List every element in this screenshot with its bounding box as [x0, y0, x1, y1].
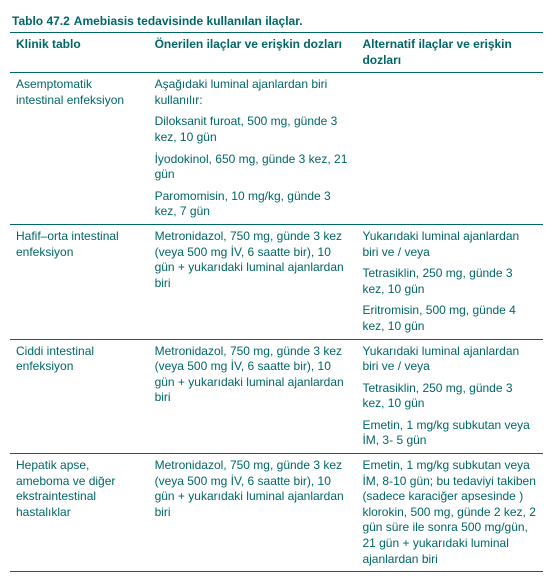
cell-text: Metronidazol, 750 mg, günde 3 kez (veya … — [155, 344, 351, 406]
table-row: Ciddi intestinal enfeksiyon Metronidazol,… — [10, 339, 543, 454]
table-caption: Amebiasis tedavisinde kullanılan ilaçlar… — [74, 14, 303, 28]
cell-text: Emetin, 1 mg/kg subkutan veya İM, 3- 5 g… — [362, 418, 537, 449]
table-title: Tablo 47.2 Amebiasis tedavisinde kullanı… — [10, 10, 543, 33]
cell-c1: Ciddi intestinal enfeksiyon — [10, 339, 149, 454]
cell-c2: Aşağıdaki luminal ajanlardan biri kullan… — [149, 73, 357, 225]
cell-c1: Hepatik apse, ameboma ve diğer ekstraint… — [10, 454, 149, 572]
cell-c3: Yukarıdaki luminal ajanlardan biri ve / … — [356, 339, 543, 454]
cell-text: Aşağıdaki luminal ajanlardan biri kullan… — [155, 77, 351, 108]
header-clinical: Klinik tablo — [10, 33, 149, 73]
header-alternative: Alternatif ilaçlar ve erişkin dozları — [356, 33, 543, 73]
cell-text: Asemptomatik intestinal enfeksiyon — [16, 77, 143, 108]
cell-c3: Yukarıdaki luminal ajanlardan biri ve / … — [356, 224, 543, 339]
cell-c3 — [356, 73, 543, 225]
cell-c1: Asemptomatik intestinal enfeksiyon — [10, 73, 149, 225]
cell-text: Metronidazol, 750 mg, günde 3 kez (veya … — [155, 229, 351, 291]
cell-c2: Metronidazol, 750 mg, günde 3 kez (veya … — [149, 454, 357, 572]
cell-text: Eritromisin, 500 mg, günde 4 kez, 10 gün — [362, 303, 537, 334]
cell-text: Emetin, 1 mg/kg subkutan veya İM, 8-10 g… — [362, 458, 537, 567]
cell-text: Yukarıdaki luminal ajanlardan biri ve / … — [362, 229, 537, 260]
cell-text: Diloksanit furoat, 500 mg, günde 3 kez, … — [155, 114, 351, 145]
cell-text: Tetrasiklin, 250 mg, günde 3 kez, 10 gün — [362, 381, 537, 412]
cell-text: Hepatik apse, ameboma ve diğer ekstraint… — [16, 458, 143, 520]
cell-c1: Hafif–orta intestinal enfeksiyon — [10, 224, 149, 339]
cell-c2: Metronidazol, 750 mg, günde 3 kez (veya … — [149, 224, 357, 339]
cell-c3: Emetin, 1 mg/kg subkutan veya İM, 8-10 g… — [356, 454, 543, 572]
table-row: Hafif–orta intestinal enfeksiyon Metronid… — [10, 224, 543, 339]
cell-text: Yukarıdaki luminal ajanlardan biri ve / … — [362, 344, 537, 375]
cell-text: Tetrasiklin, 250 mg, günde 3 kez, 10 gün — [362, 266, 537, 297]
table-number: Tablo 47.2 — [12, 14, 70, 28]
cell-text: İyodokinol, 650 mg, günde 3 kez, 21 gün — [155, 152, 351, 183]
cell-c2: Metronidazol, 750 mg, günde 3 kez (veya … — [149, 339, 357, 454]
table-row: Hepatik apse, ameboma ve diğer ekstraint… — [10, 454, 543, 572]
table-row: Asemptomatik intestinal enfeksiyon Aşağıd… — [10, 73, 543, 225]
cell-text: Metronidazol, 750 mg, günde 3 kez (veya … — [155, 458, 351, 520]
cell-text: Paromomisin, 10 mg/kg, günde 3 kez, 7 gü… — [155, 189, 351, 220]
cell-text: Ciddi intestinal enfeksiyon — [16, 344, 143, 375]
table-header-row: Klinik tablo Önerilen ilaçlar ve erişkin… — [10, 33, 543, 73]
medication-table: Klinik tablo Önerilen ilaçlar ve erişkin… — [10, 33, 543, 572]
header-recommended: Önerilen ilaçlar ve erişkin dozları — [149, 33, 357, 73]
cell-text: Hafif–orta intestinal enfeksiyon — [16, 229, 143, 260]
